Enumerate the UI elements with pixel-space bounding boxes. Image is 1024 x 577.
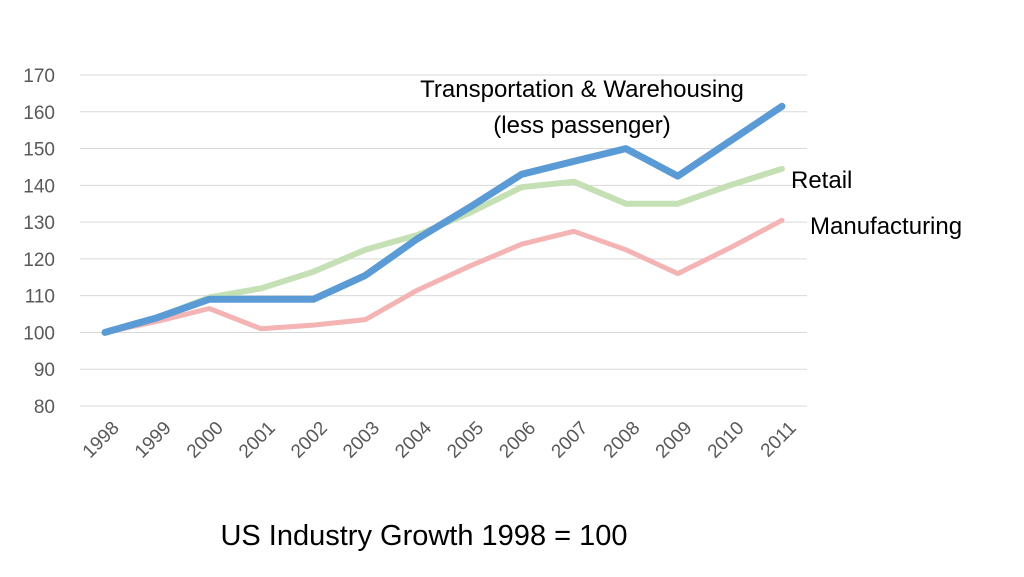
y-axis-tick-labels: 80 90 100 110 120 130 140 150 160 170 (23, 66, 55, 418)
series-lines (101, 102, 786, 336)
x-tick-label: 2008 (600, 418, 645, 463)
y-tick-label: 120 (23, 250, 55, 271)
x-tick-label: 1999 (131, 418, 176, 463)
chart-title: US Industry Growth 1998 = 100 (220, 520, 627, 552)
series-label: (less passenger) (493, 112, 670, 139)
y-tick-label: 110 (25, 287, 55, 308)
series-label: Transportation & Warehousing (420, 76, 744, 103)
series-line-transportation-warehousing-less-passenger (101, 102, 786, 336)
y-tick-label: 140 (23, 176, 55, 197)
y-tick-label: 160 (23, 103, 55, 124)
y-tick-label: 100 (23, 323, 55, 344)
y-tick-label: 150 (23, 140, 55, 161)
y-tick-label: 130 (23, 213, 55, 234)
x-tick-label: 2006 (495, 418, 540, 463)
x-tick-label: 2011 (757, 418, 801, 462)
series-labels: Transportation & Warehousing (less passen… (420, 76, 962, 240)
series-line-manufacturing (102, 217, 785, 335)
y-tick-label: 80 (34, 397, 55, 418)
x-axis-tick-labels: 1998 1999 2000 2001 2002 2003 2004 2005 2006 2007… (79, 417, 801, 462)
x-tick-label: 2002 (287, 418, 332, 463)
x-tick-label: 1998 (79, 418, 124, 463)
x-tick-label: 2009 (652, 418, 697, 463)
x-tick-label: 2007 (548, 418, 593, 463)
x-tick-label: 2001 (235, 418, 280, 463)
x-tick-label: 2000 (183, 418, 228, 463)
x-tick-label: 2010 (704, 418, 749, 463)
x-tick-label: 2004 (391, 417, 436, 462)
gridlines (80, 74, 807, 407)
x-tick-label: 2003 (339, 418, 384, 463)
series-label: Retail (791, 167, 852, 194)
y-tick-label: 90 (34, 360, 55, 381)
y-tick-label: 170 (23, 66, 55, 87)
x-tick-label: 2005 (443, 418, 488, 463)
series-label: Manufacturing (810, 213, 962, 240)
